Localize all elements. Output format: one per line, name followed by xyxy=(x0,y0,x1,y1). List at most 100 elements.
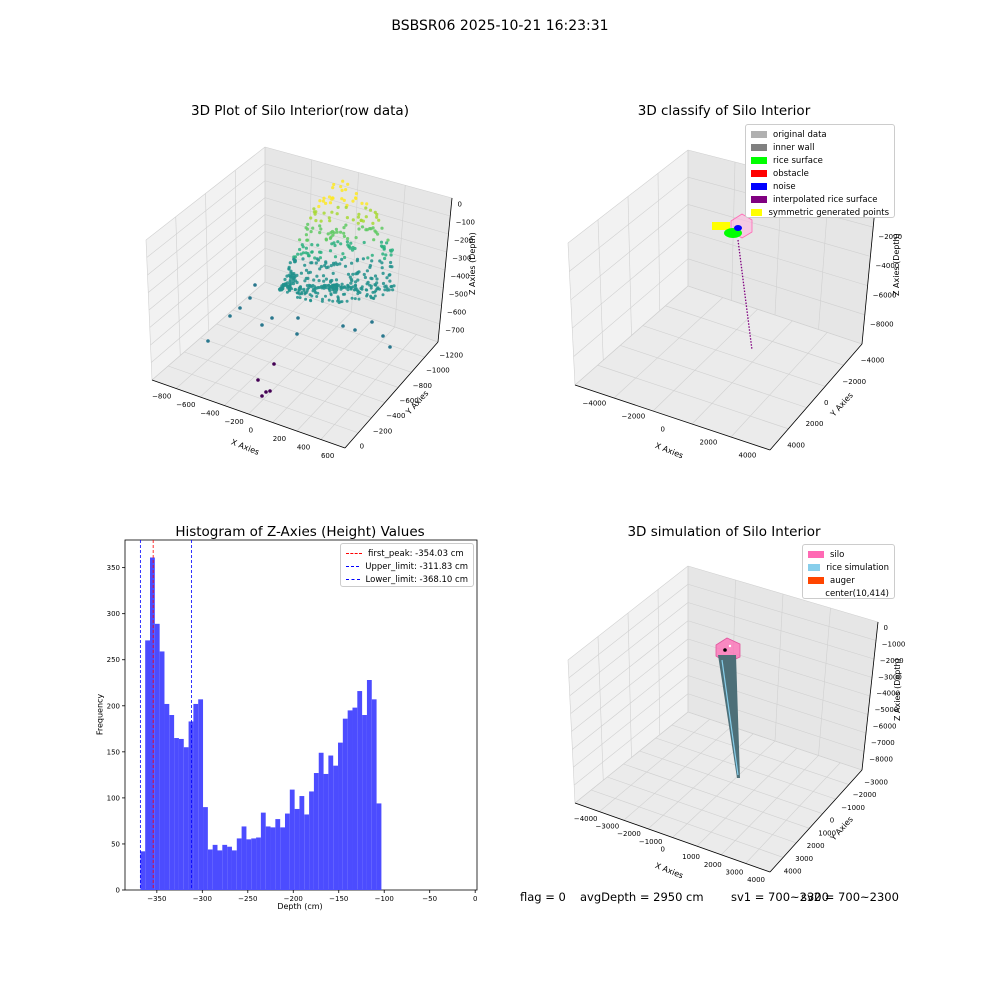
p1-point xyxy=(306,238,310,242)
p1-gridline xyxy=(216,323,399,388)
p1-point xyxy=(341,179,345,183)
p4-gridline xyxy=(672,740,776,838)
p1-point xyxy=(288,286,292,290)
p2-symmetric-points xyxy=(712,222,730,230)
p1-point xyxy=(389,285,393,289)
p1-gridline xyxy=(147,180,266,276)
p4-legend-swatch xyxy=(808,564,821,571)
p1-point xyxy=(360,285,364,289)
p4-gridline xyxy=(569,602,689,696)
p4-z-tick: −1000 xyxy=(882,640,906,648)
p1-point xyxy=(324,261,328,265)
p1-point xyxy=(340,286,344,290)
histogram-bar xyxy=(227,846,232,890)
p1-point xyxy=(301,257,305,261)
p1-point xyxy=(311,283,315,287)
p1-point xyxy=(385,276,389,280)
histogram-x-tick-label: −150 xyxy=(329,895,348,903)
histogram-bar xyxy=(251,838,257,890)
p1-point xyxy=(304,246,308,250)
p2-z-tick: −8000 xyxy=(870,321,894,329)
histogram-bar xyxy=(150,557,155,890)
p1-point xyxy=(329,231,333,235)
p4-legend-label: rice simulation xyxy=(826,562,889,573)
p1-point xyxy=(381,252,385,256)
p1-zlabel: Z Axies (Depth) xyxy=(468,232,477,295)
p4-gridline xyxy=(687,693,865,752)
histogram-bar xyxy=(304,814,310,890)
histogram-y-tick-label: 250 xyxy=(107,656,120,664)
p1-x-tick: −200 xyxy=(224,418,243,426)
p1-point xyxy=(303,263,307,267)
p1-y-tick: −1200 xyxy=(439,352,463,360)
p1-point xyxy=(335,230,339,234)
p4-z-tick: −2000 xyxy=(880,657,904,665)
p4-z-axis xyxy=(861,621,879,771)
p1-point xyxy=(373,274,378,278)
p4-x-tick: −3000 xyxy=(596,823,620,831)
histogram-bar xyxy=(193,703,199,890)
p4-gridline xyxy=(571,638,689,732)
p1-point xyxy=(365,294,369,298)
histogram-y-tick-label: 150 xyxy=(107,748,120,756)
p1-point xyxy=(315,295,319,298)
histogram-bar xyxy=(371,699,377,890)
p1-point xyxy=(296,252,300,256)
p1-pane xyxy=(265,147,452,342)
p1-point xyxy=(349,286,353,290)
status-avg-depth: avgDepth = 2950 cm xyxy=(580,890,704,904)
p1-x-axis xyxy=(151,379,346,449)
p1-point xyxy=(301,251,305,255)
p1-point xyxy=(298,292,302,296)
p1-gridline xyxy=(150,248,266,346)
p1-pane xyxy=(152,282,438,448)
p1-point xyxy=(292,257,296,261)
p2-y-tick: −2000 xyxy=(842,378,866,386)
p1-gridline xyxy=(248,311,352,415)
p4-legend-swatch xyxy=(808,590,819,597)
p1-x-tick: 600 xyxy=(321,452,334,460)
histogram-bar xyxy=(284,813,290,890)
p1-point xyxy=(351,199,355,203)
histogram-y-tick-label: 0 xyxy=(116,887,120,895)
p1-point xyxy=(372,238,376,242)
p2-gridline xyxy=(687,258,865,316)
p1-point xyxy=(314,219,318,223)
p1-gridline xyxy=(264,231,444,289)
p1-z-axis xyxy=(437,197,453,343)
p1-point xyxy=(304,297,308,301)
p1-point xyxy=(368,227,372,231)
p4-gridline xyxy=(573,693,689,786)
p1-x-tick: 0 xyxy=(249,426,253,434)
p1-point xyxy=(362,240,366,245)
p4-y-tick: −3000 xyxy=(864,778,888,786)
histogram-bar xyxy=(342,718,348,890)
histogram-bar xyxy=(323,773,329,890)
p2-gridline xyxy=(687,285,863,345)
p1-point xyxy=(360,201,364,205)
p1-point xyxy=(318,256,322,260)
p1-y-tick: −400 xyxy=(386,412,405,420)
status-flag: flag = 0 xyxy=(520,890,566,904)
histogram-legend-label: Lower_limit: -368.10 cm xyxy=(365,574,468,585)
p1-point xyxy=(343,264,348,268)
histogram-bar xyxy=(183,747,189,890)
p1-point xyxy=(312,278,316,282)
p1-point xyxy=(283,277,287,282)
p1-gridline xyxy=(232,309,412,373)
histogram-legend-item: Upper_limit: -311.83 cm xyxy=(346,560,468,573)
p1-point xyxy=(357,227,361,231)
p1-point xyxy=(350,248,355,252)
p1-point xyxy=(332,288,336,292)
p4-gridline xyxy=(591,789,784,858)
p1-point xyxy=(389,260,393,265)
p1-point xyxy=(318,199,322,203)
p1-gridline xyxy=(200,337,385,403)
histogram-x-tick-label: 0 xyxy=(473,895,477,903)
p1-point xyxy=(333,243,337,248)
p2-legend-label: noise xyxy=(773,181,796,192)
p2-y-tick: 2000 xyxy=(806,420,824,428)
p1-point xyxy=(287,273,291,277)
histogram-bar xyxy=(178,738,184,890)
p1-point xyxy=(340,188,344,192)
